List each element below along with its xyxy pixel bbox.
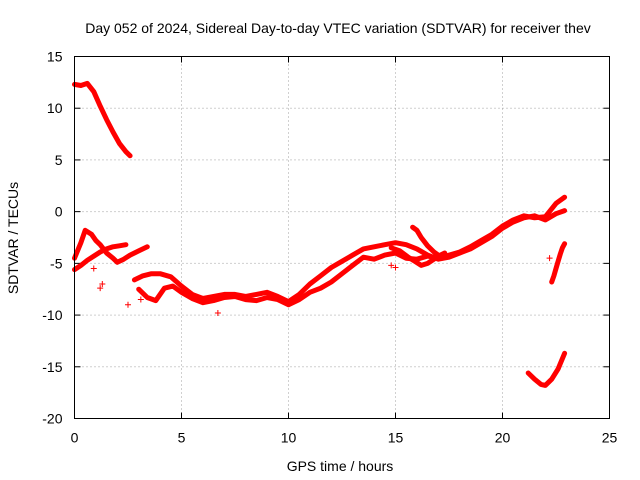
chart-title: Day 052 of 2024, Sidereal Day-to-day VTE… — [85, 20, 591, 36]
grid-lines — [74, 56, 610, 419]
plot-frame — [74, 56, 610, 419]
series-line-track-c — [72, 242, 129, 273]
plus-marker — [125, 301, 131, 308]
y-tick-label: 15 — [47, 49, 63, 65]
plus-marker — [392, 264, 399, 271]
data-series — [72, 80, 568, 388]
series-line-track-b — [72, 227, 150, 265]
series-line-track-i — [549, 241, 568, 285]
y-tick-label: -20 — [42, 411, 62, 427]
plus-marker — [137, 296, 144, 303]
series-line-track-e — [136, 194, 568, 308]
y-axis-label: SDTVAR / TECUs — [5, 182, 21, 294]
y-tick-label: -10 — [42, 307, 62, 323]
series-line-track-h — [525, 350, 568, 388]
plus-marker — [546, 255, 553, 262]
x-tick-label: 25 — [602, 430, 618, 446]
y-tick-label: -15 — [42, 359, 62, 375]
plus-marker — [214, 310, 221, 317]
y-tick-label: 0 — [55, 204, 63, 220]
x-tick-label: 0 — [71, 430, 79, 446]
series-line-track-a — [72, 80, 133, 159]
x-axis-label: GPS time / hours — [287, 458, 394, 474]
plus-marker — [99, 281, 106, 288]
plus-marker — [388, 262, 395, 269]
x-tick-label: 10 — [281, 430, 297, 446]
series-line-track-d — [131, 208, 568, 305]
y-tick-label: 10 — [47, 100, 63, 116]
x-tick-label: 20 — [495, 430, 511, 446]
x-tick-label: 15 — [388, 430, 404, 446]
y-tick-label: -5 — [50, 255, 63, 271]
plus-marker — [97, 285, 104, 292]
y-tick-label: 5 — [55, 152, 63, 168]
series-line-track-g — [410, 224, 441, 258]
plus-marker — [90, 265, 97, 272]
x-tick-label: 5 — [178, 430, 186, 446]
